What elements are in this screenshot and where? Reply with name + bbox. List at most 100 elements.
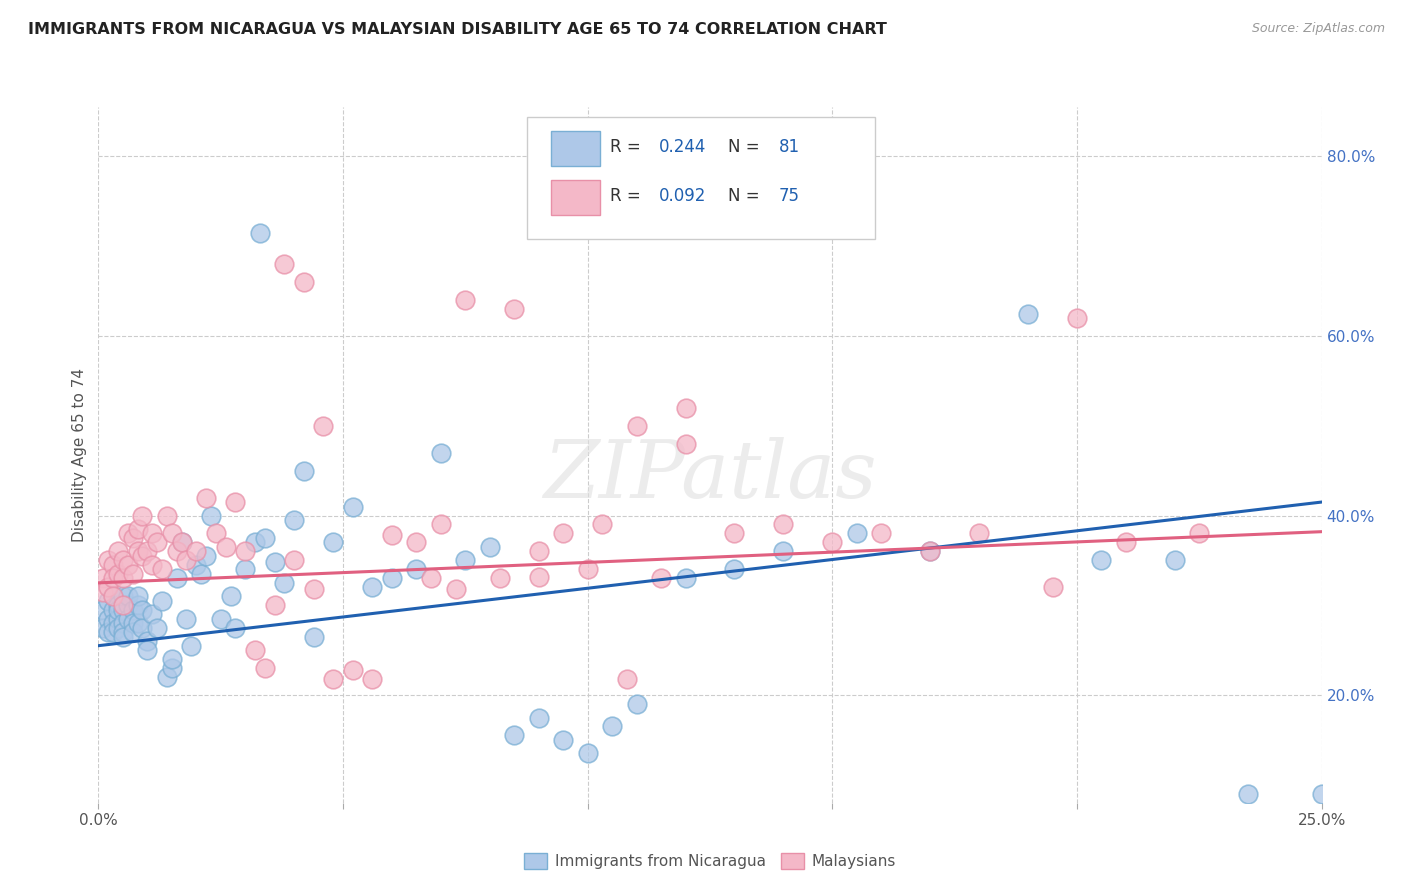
- Point: [111, 553, 134, 567]
- Point: [121, 566, 143, 581]
- Point: [600, 719, 623, 733]
- Point: [249, 226, 271, 240]
- Point: [131, 603, 153, 617]
- Point: [186, 558, 208, 572]
- Point: [91, 621, 114, 635]
- Point: [121, 603, 143, 617]
- Point: [214, 540, 236, 554]
- Point: [553, 526, 575, 541]
- Point: [101, 558, 124, 572]
- Point: [195, 491, 218, 505]
- Point: [420, 571, 443, 585]
- Point: [101, 625, 124, 640]
- Point: [772, 517, 794, 532]
- Text: 81: 81: [779, 137, 800, 156]
- Point: [772, 544, 794, 558]
- Point: [576, 747, 599, 761]
- Point: [156, 670, 179, 684]
- Point: [107, 566, 129, 581]
- Point: [626, 418, 648, 433]
- Point: [195, 549, 218, 563]
- Point: [283, 553, 305, 567]
- Point: [131, 621, 153, 635]
- Point: [111, 599, 134, 613]
- Point: [101, 590, 124, 604]
- Point: [616, 672, 638, 686]
- Point: [224, 621, 246, 635]
- Point: [91, 571, 114, 585]
- Point: [209, 612, 232, 626]
- Point: [1310, 787, 1333, 801]
- Point: [200, 508, 222, 523]
- Point: [91, 603, 114, 617]
- Point: [405, 535, 427, 549]
- Point: [160, 526, 183, 541]
- Point: [302, 630, 325, 644]
- Point: [121, 625, 143, 640]
- Point: [97, 553, 120, 567]
- Point: [176, 612, 198, 626]
- Point: [107, 621, 129, 635]
- Point: [127, 544, 149, 558]
- Point: [1115, 535, 1137, 549]
- Point: [342, 663, 364, 677]
- Point: [150, 562, 173, 576]
- FancyBboxPatch shape: [551, 131, 600, 166]
- Point: [131, 549, 153, 563]
- Point: [150, 594, 173, 608]
- Point: [553, 733, 575, 747]
- Point: [127, 590, 149, 604]
- Point: [166, 571, 188, 585]
- Point: [870, 526, 893, 541]
- Point: [1042, 580, 1064, 594]
- Point: [121, 531, 143, 545]
- Point: [723, 526, 745, 541]
- Point: [117, 526, 139, 541]
- Point: [117, 612, 139, 626]
- Point: [675, 571, 697, 585]
- Point: [302, 582, 325, 596]
- Text: Source: ZipAtlas.com: Source: ZipAtlas.com: [1251, 22, 1385, 36]
- Point: [1017, 306, 1039, 320]
- Point: [233, 562, 256, 576]
- Point: [186, 544, 208, 558]
- Point: [361, 580, 384, 594]
- Point: [141, 558, 163, 572]
- Point: [1066, 311, 1088, 326]
- Point: [283, 513, 305, 527]
- FancyBboxPatch shape: [551, 180, 600, 215]
- Text: ZIPatlas: ZIPatlas: [543, 437, 877, 515]
- Point: [219, 590, 242, 604]
- Point: [626, 697, 648, 711]
- Point: [591, 517, 613, 532]
- Point: [430, 445, 453, 459]
- Point: [675, 401, 697, 415]
- Point: [146, 621, 169, 635]
- Y-axis label: Disability Age 65 to 74: Disability Age 65 to 74: [72, 368, 87, 542]
- Point: [1188, 526, 1211, 541]
- Point: [111, 630, 134, 644]
- Point: [101, 616, 124, 631]
- Point: [243, 535, 266, 549]
- Point: [527, 544, 550, 558]
- Point: [131, 508, 153, 523]
- Point: [97, 594, 120, 608]
- Point: [322, 535, 344, 549]
- Point: [97, 612, 120, 626]
- Point: [107, 603, 129, 617]
- Point: [650, 571, 672, 585]
- Point: [111, 590, 134, 604]
- Point: [141, 526, 163, 541]
- Text: IMMIGRANTS FROM NICARAGUA VS MALAYSIAN DISABILITY AGE 65 TO 74 CORRELATION CHART: IMMIGRANTS FROM NICARAGUA VS MALAYSIAN D…: [28, 22, 887, 37]
- Point: [1237, 787, 1260, 801]
- Text: 75: 75: [779, 187, 800, 205]
- Text: R =: R =: [610, 187, 645, 205]
- Point: [170, 535, 193, 549]
- Point: [107, 544, 129, 558]
- Point: [454, 293, 477, 307]
- Point: [253, 531, 276, 545]
- Point: [91, 584, 114, 599]
- Point: [381, 571, 404, 585]
- Point: [190, 566, 212, 581]
- Point: [243, 643, 266, 657]
